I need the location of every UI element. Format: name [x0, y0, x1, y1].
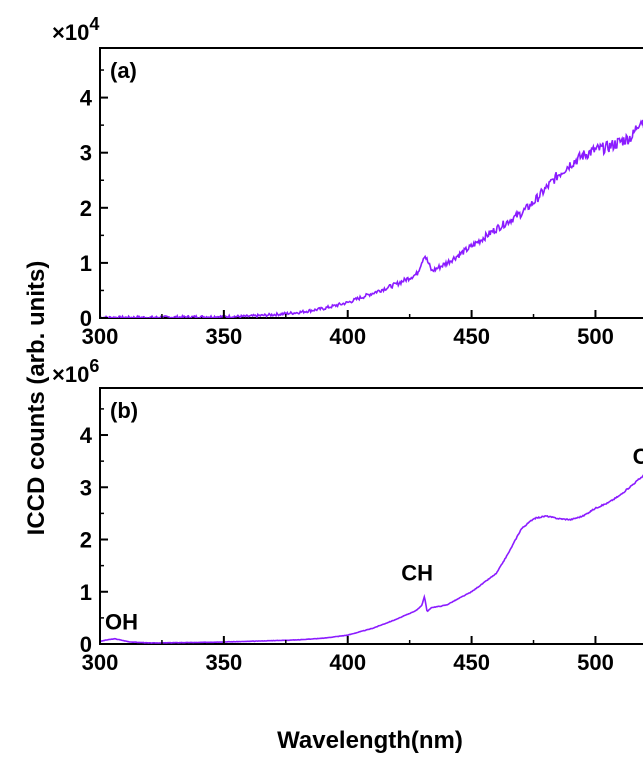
- x-tick-label: 350: [206, 650, 243, 675]
- x-tick-label: 300: [82, 324, 119, 349]
- x-tick-label: 300: [82, 650, 119, 675]
- y-tick-label: 2: [80, 196, 92, 221]
- plot-frame: [99, 47, 643, 319]
- series-line: [100, 119, 643, 318]
- x-tick-label: 400: [329, 324, 366, 349]
- panel-label: (a): [110, 58, 137, 83]
- x-tick-label: 500: [577, 650, 614, 675]
- y-tick-label: 1: [80, 580, 92, 605]
- y-tick-label: 1: [80, 251, 92, 276]
- x-tick-label: 450: [453, 324, 490, 349]
- series-line: [100, 474, 643, 644]
- peak-annotation: CH: [401, 560, 433, 585]
- y-exponent: ×104: [52, 14, 99, 45]
- x-tick-label: 400: [329, 650, 366, 675]
- panel-b: 300 350 400 450 500 0 1 2 3 4 ×106 (b) OH CH C2: [52, 356, 643, 675]
- x-tick-label: 350: [206, 324, 243, 349]
- y-tick-label: 4: [80, 86, 93, 111]
- y-tick-label: 3: [80, 475, 92, 500]
- y-tick-label: 3: [80, 141, 92, 166]
- y-exponent: ×106: [52, 356, 99, 387]
- x-tick-label: 450: [453, 650, 490, 675]
- peak-annotation: C2: [633, 444, 643, 473]
- panel-a: 300 350 400 450 500 0 1 2 3 4 ×104 (a): [52, 14, 643, 349]
- y-axis-label: ICCD counts (arb. units): [23, 261, 50, 536]
- y-tick-label: 0: [80, 306, 92, 331]
- plot-frame: [99, 387, 643, 645]
- panel-label: (b): [110, 398, 138, 423]
- y-tick-label: 4: [80, 423, 93, 448]
- x-axis-label: Wavelength(nm): [277, 727, 463, 754]
- y-tick-label: 0: [80, 632, 92, 657]
- peak-annotation: OH: [105, 609, 138, 634]
- y-tick-label: 2: [80, 528, 92, 553]
- x-tick-label: 500: [577, 324, 614, 349]
